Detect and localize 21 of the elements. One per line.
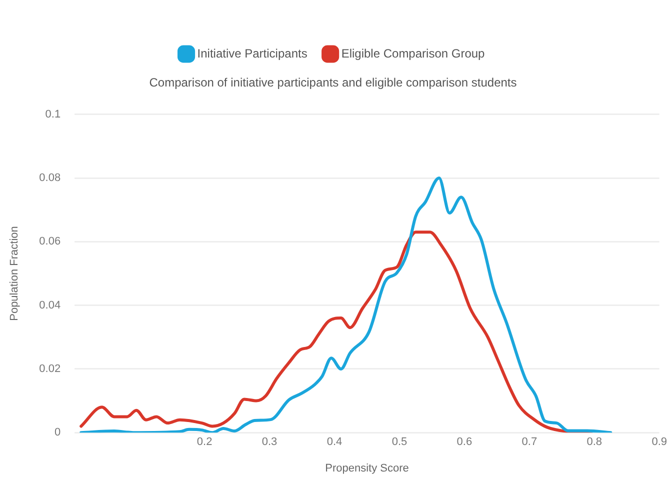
chart-title: Comparison of initiative participants and eligible comparison students: [149, 76, 517, 90]
x-axis-title: Propensity Score: [325, 462, 409, 474]
x-tick-label: 0.9: [652, 436, 668, 448]
legend-label: Initiative Participants: [197, 46, 308, 60]
x-tick-label: 0.2: [196, 436, 212, 448]
x-tick-label: 0.7: [522, 436, 538, 448]
line-series: [80, 176, 612, 433]
x-tick-label: 0.4: [326, 436, 342, 448]
x-tick-label: 0.5: [392, 436, 408, 448]
legend-label: Eligible Comparison Group: [341, 46, 486, 60]
x-tick-label: 0.6: [456, 436, 472, 448]
x-tick-label: 0.8: [586, 436, 602, 448]
y-tick-label: 0.06: [39, 236, 61, 248]
line-series: [80, 230, 593, 433]
y-tick-label: 0: [54, 426, 61, 439]
y-axis-title: Population Fraction: [8, 226, 21, 321]
y-tick-label: 0.08: [39, 172, 61, 184]
y-tick-label: 0.02: [39, 362, 61, 375]
y-tick-label: 0.1: [45, 108, 61, 120]
x-tick-label: 0.3: [262, 436, 278, 448]
y-tick-label: 0.04: [39, 299, 61, 312]
